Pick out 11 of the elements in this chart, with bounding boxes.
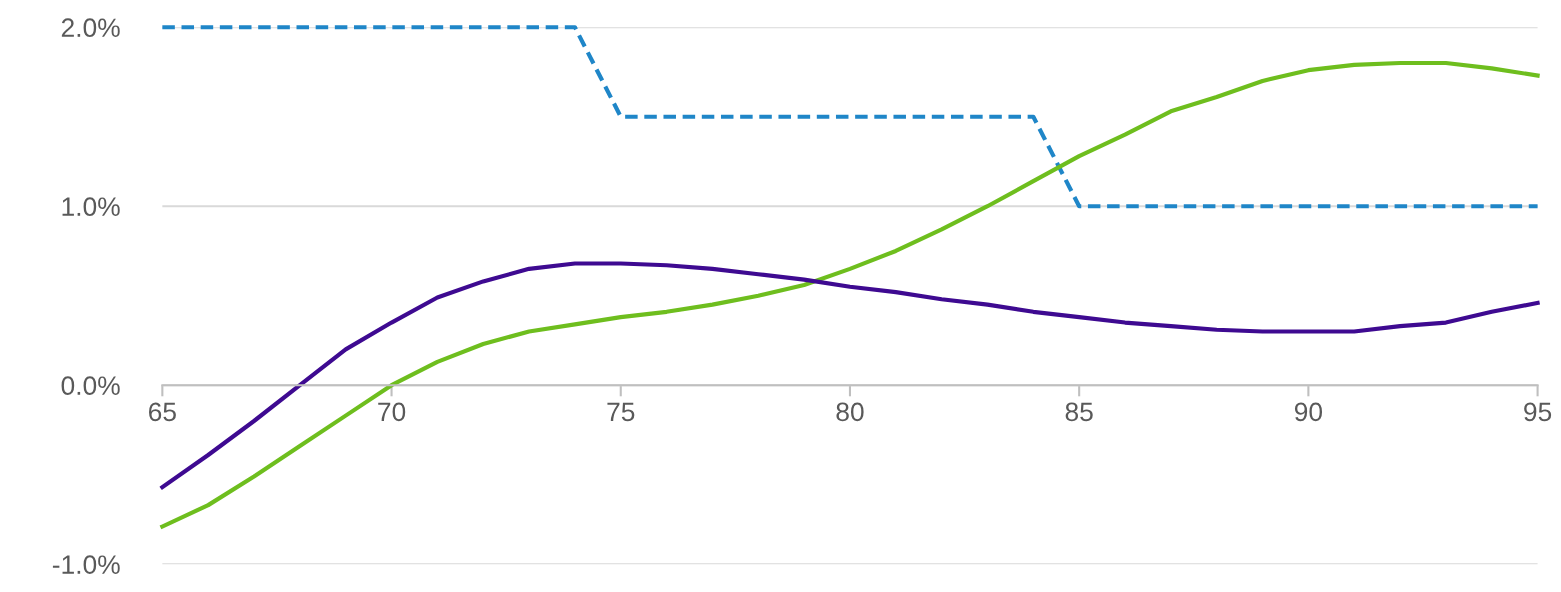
x-tick-label: 65 bbox=[149, 402, 176, 422]
x-tick-label: 85 bbox=[1065, 402, 1093, 422]
y-tick-label: 0.0% bbox=[61, 376, 120, 396]
y-tick-label: -1.0% bbox=[52, 555, 120, 574]
y-tick-label: 1.0% bbox=[62, 197, 120, 217]
x-tick-label: 90 bbox=[1294, 402, 1323, 422]
x-tick-label: 75 bbox=[607, 402, 635, 422]
x-tick-label: 80 bbox=[836, 402, 864, 422]
y-tick-label: 2.0% bbox=[61, 18, 120, 38]
x-tick-label: 70 bbox=[378, 402, 406, 422]
x-tick-label: 95 bbox=[1524, 402, 1552, 422]
